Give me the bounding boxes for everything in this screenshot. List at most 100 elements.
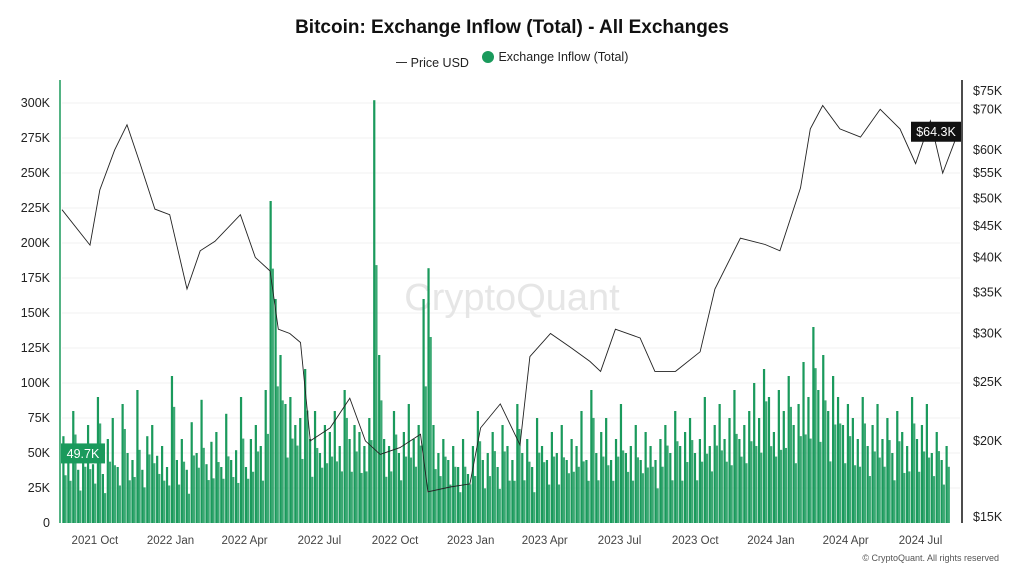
inflow-bar — [424, 386, 427, 523]
x-tick-label: 2022 Apr — [222, 535, 268, 547]
inflow-bar — [745, 463, 748, 523]
x-tick-label: 2022 Jan — [147, 535, 194, 547]
inflow-bar — [560, 425, 563, 523]
inflow-bar — [353, 425, 356, 523]
inflow-bar — [417, 425, 420, 523]
inflow-bar — [609, 460, 613, 523]
inflow-bar — [266, 433, 269, 523]
inflow-bar — [753, 383, 756, 523]
inflow-bar — [447, 460, 450, 523]
legend-item-inflow[interactable]: Exchange Inflow (Total) — [482, 50, 628, 64]
inflow-bar — [483, 488, 487, 523]
legend-label: Exchange Inflow (Total) — [498, 50, 629, 64]
inflow-bar — [304, 369, 307, 523]
inflow-bar — [518, 428, 521, 523]
inflow-bar — [774, 456, 778, 523]
left-tick-label: 250K — [21, 166, 51, 180]
inflow-bar — [817, 390, 820, 523]
inflow-bar — [437, 453, 440, 523]
inflow-bar — [256, 451, 260, 523]
inflow-bar — [636, 457, 640, 523]
inflow-bar — [249, 439, 253, 523]
inflow-bar — [765, 401, 768, 523]
x-tick-label: 2024 Jan — [747, 535, 794, 547]
inflow-bar — [340, 471, 343, 523]
inflow-bar — [486, 453, 489, 523]
inflow-bar — [212, 478, 215, 523]
copyright-footer: © CryptoQuant. All rights reserved — [862, 553, 999, 563]
inflow-bar — [770, 446, 773, 523]
inflow-bar — [234, 450, 238, 523]
inflow-bar — [634, 425, 637, 523]
left-tick-label: 75K — [28, 411, 51, 425]
inflow-bar — [856, 439, 859, 523]
inflow-bar — [846, 404, 850, 523]
inflow-bar — [671, 480, 674, 523]
inflow-bar — [639, 460, 642, 523]
inflow-bar — [595, 453, 598, 523]
left-tick-label: 300K — [21, 96, 51, 110]
inflow-bar — [720, 450, 723, 523]
inflow-bar — [385, 476, 388, 523]
inflow-bar — [832, 376, 835, 523]
inflow-bar — [740, 456, 743, 523]
inflow-bar — [812, 327, 815, 523]
inflow-bar — [158, 473, 161, 523]
inflow-bar — [108, 461, 112, 523]
inflow-bar — [755, 446, 758, 523]
inflow-bar — [787, 376, 790, 523]
x-tick-label: 2023 Oct — [672, 535, 719, 547]
inflow-bar — [896, 411, 899, 523]
inflow-bar — [360, 472, 363, 523]
inflow-bar — [822, 355, 825, 523]
inflow-bar — [748, 411, 751, 523]
inflow-bar — [299, 418, 302, 523]
inflow-bar — [89, 469, 92, 523]
left-tick-label: 100K — [21, 376, 51, 390]
inflow-bar — [758, 418, 761, 523]
inflow-bar — [656, 488, 659, 523]
inflow-bar — [582, 461, 585, 523]
inflow-bar — [343, 390, 346, 523]
inflow-bar — [94, 483, 97, 523]
inflow-bar — [782, 411, 785, 523]
right-tick-label: $30K — [973, 327, 1003, 341]
inflow-bar — [227, 456, 230, 523]
left-tick-label: 125K — [21, 341, 51, 355]
left-tick-label: 50K — [28, 446, 51, 460]
inflow-bar — [683, 432, 687, 523]
inflow-bar — [473, 476, 477, 523]
inflow-bar — [612, 480, 615, 523]
inflow-bar — [851, 418, 854, 523]
inflow-bar — [67, 460, 70, 523]
inflow-bar — [827, 411, 830, 523]
inflow-bar — [526, 439, 529, 523]
inflow-bar — [414, 466, 418, 523]
inflow-bar — [829, 461, 832, 523]
inflow-bar — [550, 432, 553, 523]
inflow-bar — [323, 425, 327, 523]
inflow-bar — [429, 336, 432, 523]
legend-item-price[interactable]: Price USD — [395, 56, 469, 70]
inflow-bar — [330, 456, 334, 523]
inflow-bar — [370, 440, 373, 523]
inflow-bar — [797, 404, 800, 523]
inflow-bar — [311, 476, 314, 523]
inflow-bar — [217, 462, 220, 523]
inflow-bar — [945, 446, 948, 523]
inflow-bar — [64, 475, 67, 523]
inflow-bar — [516, 404, 519, 523]
inflow-bar — [419, 445, 422, 523]
inflow-bar — [858, 466, 862, 523]
inflow-bar — [503, 451, 506, 523]
inflow-bar — [309, 439, 312, 523]
inflow-bar — [605, 418, 608, 523]
inflow-bar — [898, 441, 901, 523]
inflow-bar — [580, 411, 583, 523]
inflow-bar — [733, 390, 736, 523]
inflow-bar — [807, 397, 810, 523]
inflow-bar — [651, 466, 654, 523]
inflow-bar — [118, 485, 121, 523]
inflow-bar — [383, 439, 386, 523]
inflow-bar — [540, 446, 544, 523]
